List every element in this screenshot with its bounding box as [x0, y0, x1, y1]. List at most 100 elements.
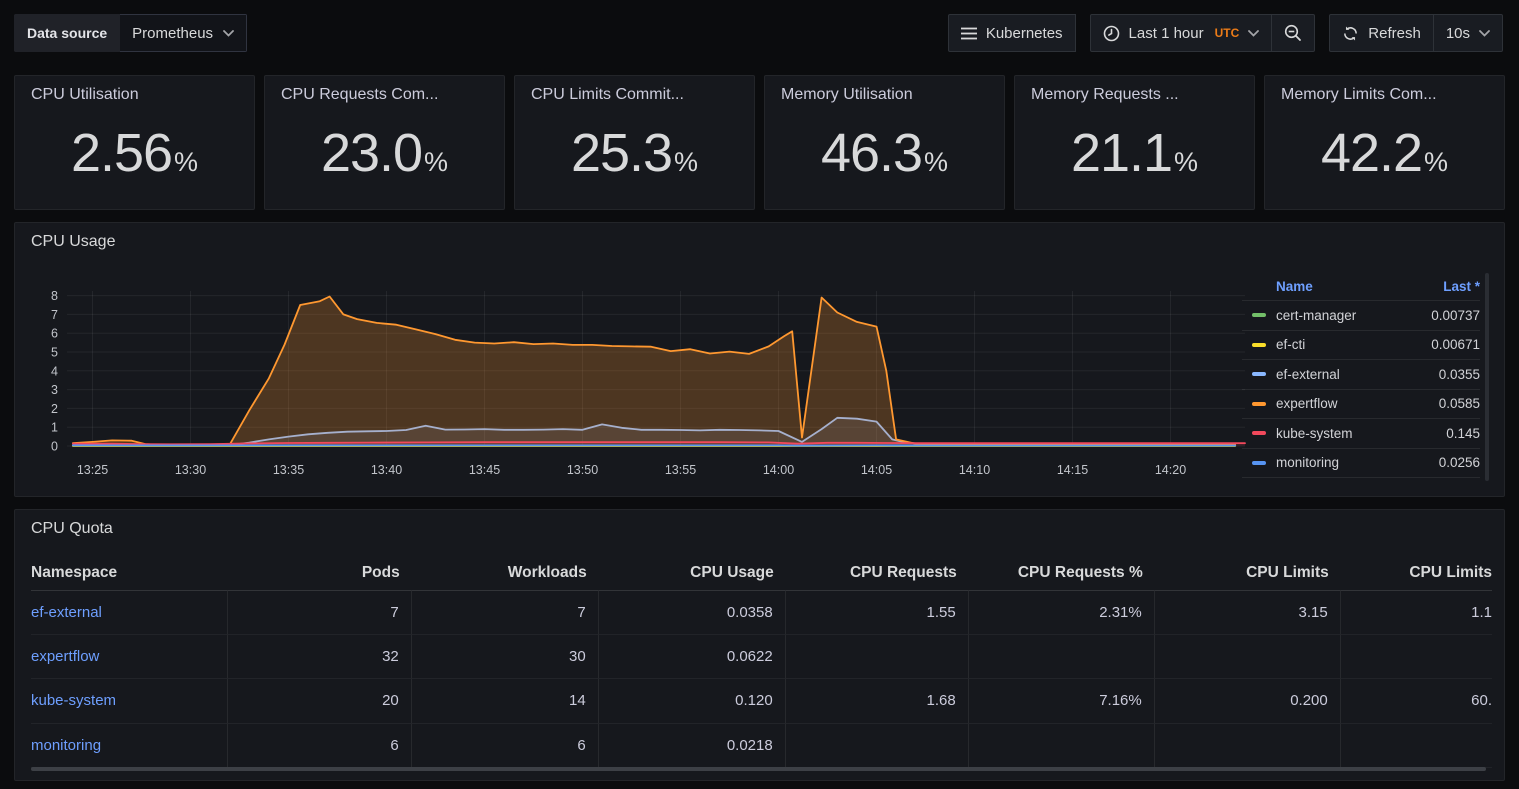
table-column-header[interactable]: CPU Limits [1409, 564, 1492, 581]
svg-text:13:45: 13:45 [469, 463, 500, 477]
table-cell: 30 [411, 634, 599, 679]
dashboard-menu-button[interactable]: Kubernetes [947, 14, 1076, 52]
series-name[interactable]: kube-system [1276, 425, 1353, 441]
legend-scrollbar[interactable] [1485, 273, 1489, 481]
table-cell [968, 634, 1155, 679]
table-column-header[interactable]: CPU Usage [690, 564, 774, 581]
table-column-header[interactable]: CPU Requests % [1017, 564, 1143, 581]
table-row: ef-external 7 7 0.0358 1.55 2.31% 3.15 1.1 [31, 590, 1492, 635]
table-cell: 7 [411, 590, 599, 635]
table-cell: 0.0358 [598, 590, 786, 635]
svg-text:3: 3 [51, 383, 58, 397]
table-column-header[interactable]: CPU Requests [849, 564, 957, 581]
svg-text:13:30: 13:30 [175, 463, 206, 477]
chevron-down-icon [1479, 29, 1490, 37]
table-horizontal-scrollbar[interactable] [31, 767, 1486, 771]
svg-text:13:55: 13:55 [665, 463, 696, 477]
namespace-link[interactable]: kube-system [31, 692, 117, 710]
stat-value: 2.56% [70, 123, 199, 183]
svg-text:13:40: 13:40 [371, 463, 402, 477]
stat-panel: CPU Limits Commit... 25.3% [514, 75, 755, 210]
series-name[interactable]: monitoring [1276, 455, 1340, 471]
svg-text:2: 2 [51, 402, 58, 416]
series-color-chip [1252, 313, 1266, 318]
series-name[interactable]: ef-external [1276, 366, 1340, 382]
time-range-picker[interactable]: Last 1 hour UTC [1089, 14, 1273, 52]
datasource-dropdown[interactable]: Prometheus [120, 14, 248, 52]
series-last-value: 0.00737 [1431, 307, 1480, 323]
table-cell: 0.0218 [598, 723, 786, 768]
stat-panel-title[interactable]: CPU Utilisation [31, 86, 139, 103]
svg-text:7: 7 [51, 308, 58, 322]
table-row: monitoring 6 6 0.0218 [31, 723, 1492, 768]
svg-text:13:50: 13:50 [567, 463, 598, 477]
table-cell [968, 723, 1155, 768]
svg-text:8: 8 [51, 289, 58, 303]
zoom-out-time-button[interactable] [1272, 14, 1316, 52]
toolbar-right-controls: Kubernetes Last 1 hour UTC [947, 14, 1503, 52]
stat-panel-title[interactable]: Memory Requests ... [1031, 86, 1179, 103]
namespace-link[interactable]: expertflow [31, 647, 100, 665]
series-name[interactable]: expertflow [1276, 396, 1338, 412]
legend-last-header[interactable]: Last * [1443, 279, 1480, 294]
stat-panel: CPU Utilisation 2.56% [14, 75, 255, 210]
cpu-quota-panel: CPU Quota Namespace Pods Workloads CPU Usag… [14, 509, 1505, 781]
refresh-icon [1342, 25, 1359, 42]
refresh-interval-dropdown[interactable]: 10s [1433, 14, 1503, 52]
table-header-row: Namespace Pods Workloads CPU Usage CPU Reque… [31, 556, 1492, 590]
chevron-down-icon [1248, 29, 1260, 37]
legend-row: monitoring 0.0256 [1242, 449, 1480, 478]
svg-text:14:00: 14:00 [763, 463, 794, 477]
table-column-header[interactable]: Pods [361, 564, 400, 581]
time-range-label: Last 1 hour [1128, 24, 1204, 42]
table-cell: 0.120 [598, 679, 786, 724]
table-cell [785, 723, 969, 768]
series-color-chip [1252, 431, 1266, 436]
hamburger-icon [960, 27, 977, 40]
svg-text:14:15: 14:15 [1057, 463, 1088, 477]
svg-text:5: 5 [51, 346, 58, 360]
stat-panel-title[interactable]: CPU Requests Com... [281, 86, 439, 103]
legend-name-header[interactable]: Name [1276, 279, 1313, 294]
datasource-label: Data source [14, 14, 121, 52]
cpu-usage-panel-title[interactable]: CPU Usage [31, 233, 116, 250]
chevron-down-icon [223, 29, 234, 37]
table-cell: 7.16% [968, 679, 1155, 724]
table-column-header[interactable]: Workloads [507, 564, 587, 581]
svg-text:13:35: 13:35 [273, 463, 304, 477]
series-name[interactable]: ef-cti [1276, 337, 1306, 353]
series-last-value: 0.0256 [1438, 455, 1480, 471]
stat-panel: Memory Requests ... 21.1% [1014, 75, 1255, 210]
cpu-usage-timeseries-chart[interactable]: 13:25 13:30 13:35 13:40 13:45 13:50 13:55 14:00… [29, 281, 1254, 493]
dashboard-toolbar: Data source Prometheus Kubernetes Last 1… [14, 14, 1503, 52]
stat-panel-title[interactable]: CPU Limits Commit... [531, 86, 684, 103]
table-cell: 6 [411, 723, 599, 768]
datasource-value: Prometheus [132, 24, 214, 42]
stat-value: 25.3% [570, 123, 699, 183]
table-column-header[interactable]: Namespace [31, 564, 118, 581]
table-column-header[interactable]: CPU Limits [1246, 564, 1329, 581]
stat-value: 21.1% [1070, 123, 1199, 183]
namespace-link[interactable]: ef-external [31, 603, 102, 621]
series-last-value: 0.00671 [1431, 337, 1480, 353]
cpu-usage-legend: Name Last * cert-manager 0.00737 ef-cti 0.0… [1242, 273, 1489, 481]
stat-value: 46.3% [820, 123, 949, 183]
table-cell [785, 634, 969, 679]
stat-panels-row: CPU Utilisation 2.56% CPU Requests Com... 2… [14, 75, 1505, 210]
table-row: kube-system 20 14 0.120 1.68 7.16% 0.200 60. [31, 679, 1492, 724]
cpu-usage-panel: CPU Usage 13:25 13:30 13:35 13:40 13:45 13:50… [14, 222, 1505, 497]
series-name[interactable]: cert-manager [1276, 307, 1357, 323]
series-color-chip [1252, 401, 1266, 406]
table-cell: 2.31% [968, 590, 1155, 635]
svg-text:6: 6 [51, 327, 58, 341]
namespace-link[interactable]: monitoring [31, 736, 102, 754]
timezone-label: UTC [1214, 26, 1240, 40]
datasource-picker: Data source Prometheus [14, 14, 248, 52]
table-cell [1154, 634, 1341, 679]
refresh-button[interactable]: Refresh [1329, 14, 1434, 52]
legend-row: cert-manager 0.00737 [1242, 301, 1480, 331]
cpu-quota-panel-title[interactable]: CPU Quota [31, 520, 113, 537]
stat-panel-title[interactable]: Memory Utilisation [781, 86, 913, 103]
stat-panel-title[interactable]: Memory Limits Com... [1281, 86, 1437, 103]
table-cell: 6 [227, 723, 412, 768]
